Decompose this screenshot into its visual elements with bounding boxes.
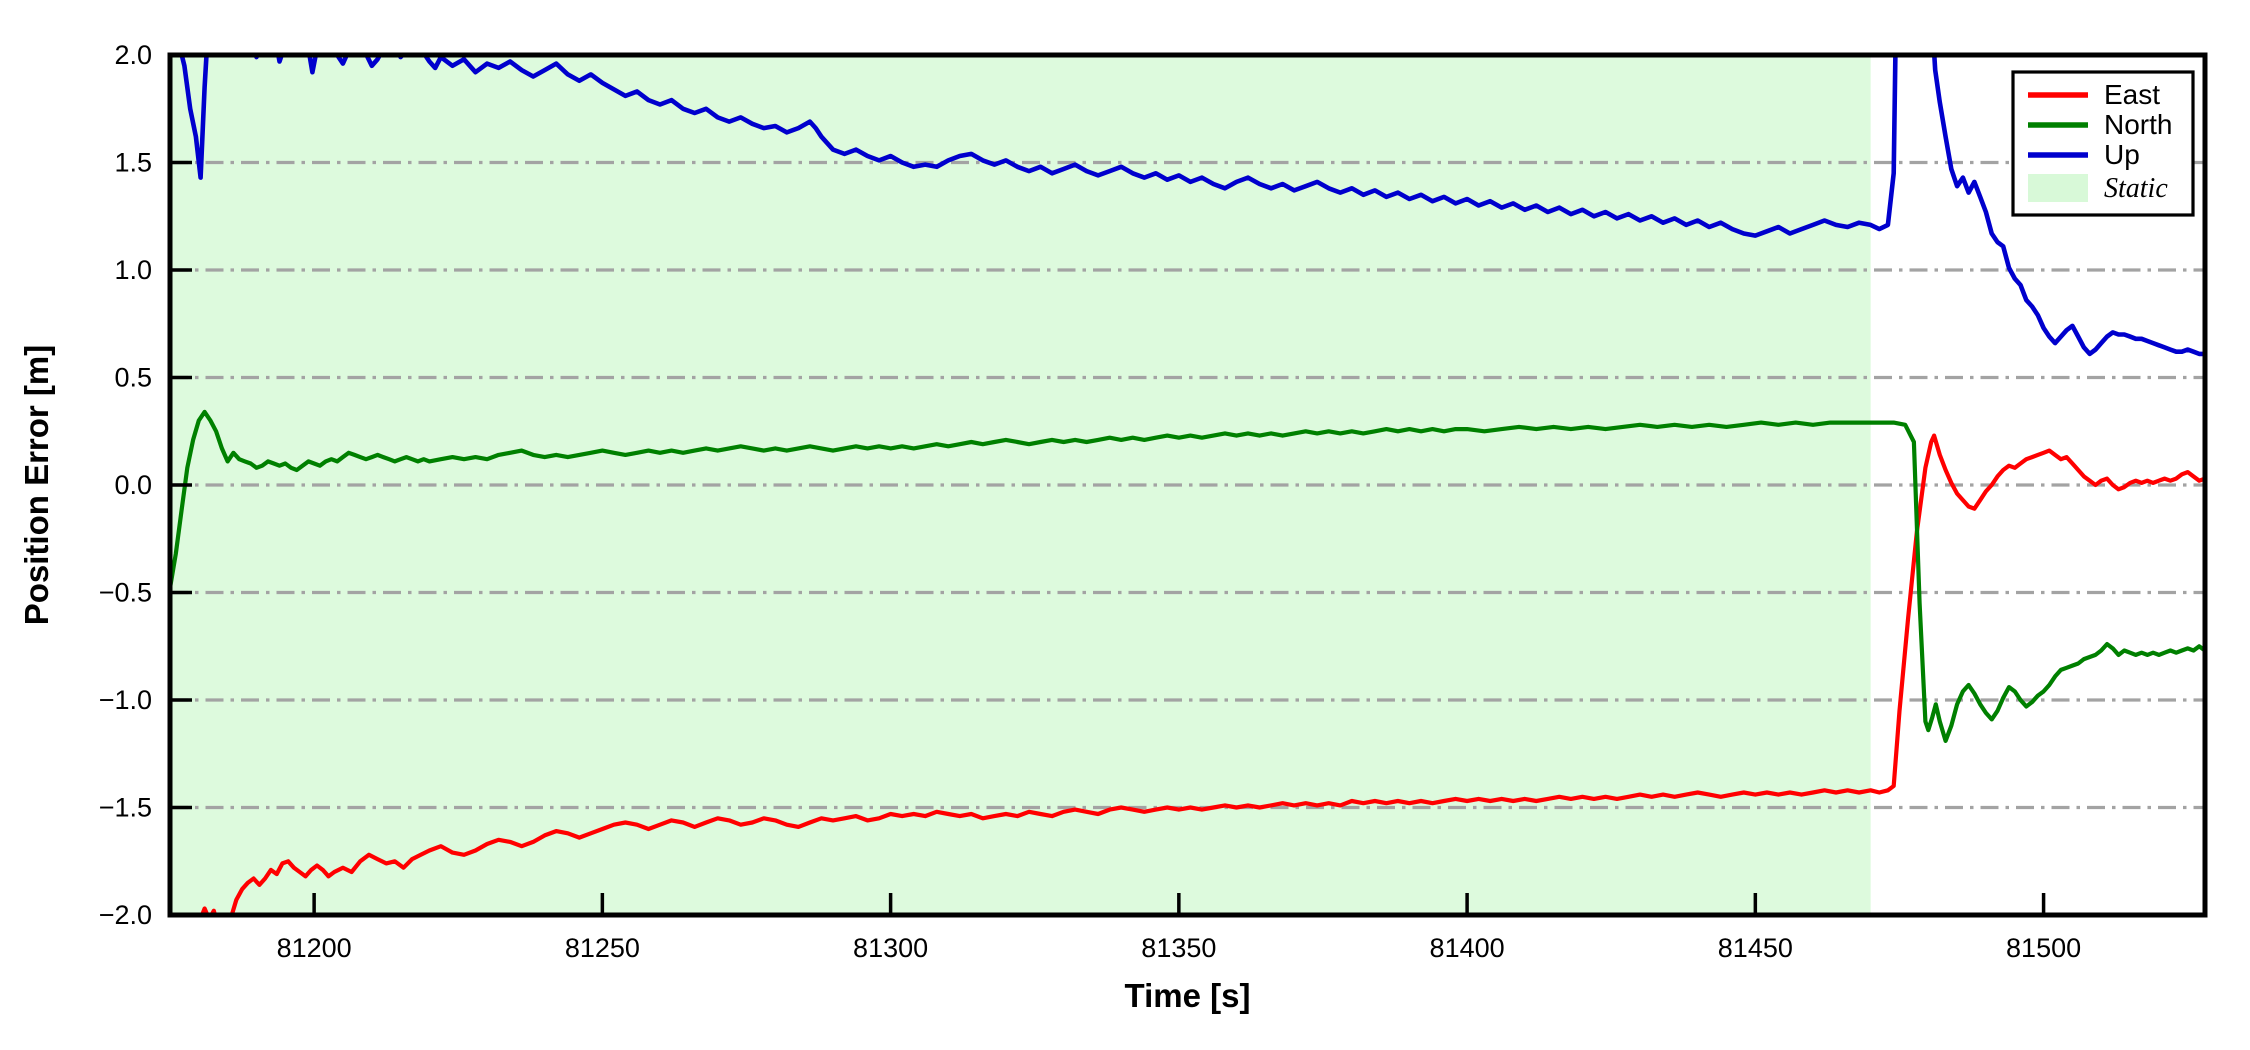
series-east-line <box>199 433 2205 915</box>
x-tick-label: 81300 <box>853 933 928 963</box>
legend-swatch-static <box>2028 174 2088 202</box>
y-tick-label: 0.0 <box>114 470 152 500</box>
x-axis: 81200 81250 81300 81350 81400 81450 81500 <box>277 893 2081 963</box>
x-tick-label: 81500 <box>2006 933 2081 963</box>
y-tick-label: −1.5 <box>99 793 152 823</box>
y-axis: 2.0 1.5 1.0 0.5 0.0 −0.5 −1.0 −1.5 −2.0 <box>99 40 192 930</box>
y-tick-label: −2.0 <box>99 900 152 930</box>
x-tick-label: 81350 <box>1141 933 1216 963</box>
y-tick-label: 1.5 <box>114 148 152 178</box>
legend-label-north: North <box>2104 109 2172 140</box>
y-tick-label: 0.5 <box>114 363 152 393</box>
series-north-line <box>170 409 2205 744</box>
y-tick-label: 2.0 <box>114 40 152 70</box>
y-tick-label: −0.5 <box>99 578 152 608</box>
gridlines <box>170 160 2205 810</box>
x-axis-label: Time [s] <box>1125 977 1251 1014</box>
x-tick-label: 81200 <box>277 933 352 963</box>
y-tick-label: 1.0 <box>114 255 152 285</box>
y-tick-label: −1.0 <box>99 685 152 715</box>
x-tick-label: 81400 <box>1430 933 1505 963</box>
y-axis-label: Position Error [m] <box>18 345 55 626</box>
legend-label-up: Up <box>2104 139 2140 170</box>
x-tick-label: 81450 <box>1718 933 1793 963</box>
legend-label-east: East <box>2104 79 2160 110</box>
x-tick-label: 81250 <box>565 933 640 963</box>
series-group <box>170 55 2205 915</box>
series-up-line <box>179 55 2205 357</box>
static-region-band <box>170 55 1871 915</box>
axes-frame <box>167 52 2208 918</box>
legend-label-static: Static <box>2104 173 2168 204</box>
